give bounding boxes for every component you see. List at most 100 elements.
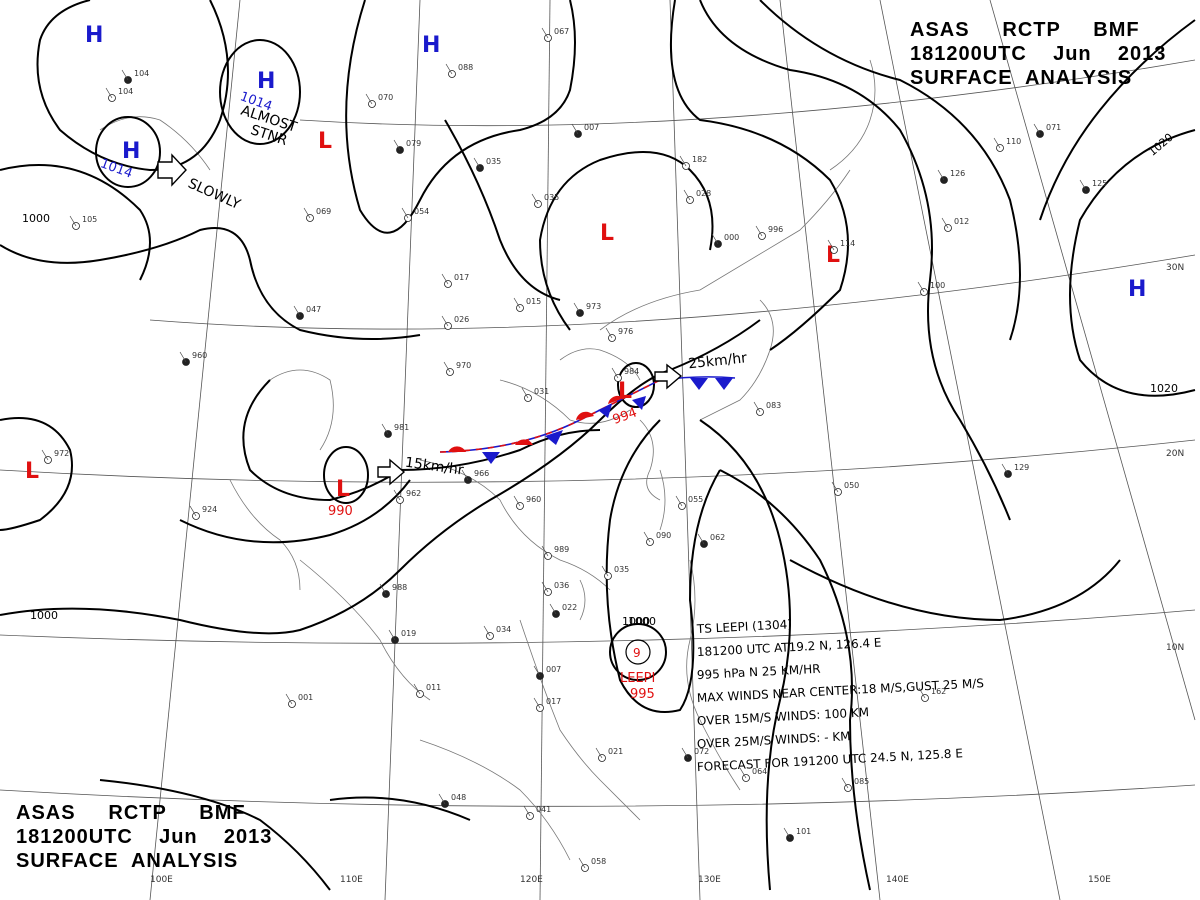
station-pressure: 114 (840, 239, 855, 248)
wind-barb (121, 69, 129, 81)
front (439, 371, 736, 464)
station-pressure: 015 (526, 297, 541, 306)
high-marker: H (257, 69, 275, 94)
wind-barb (438, 793, 446, 805)
wind-barb (1079, 179, 1087, 191)
station-pressure: 996 (768, 225, 783, 234)
header-line-3: SURFACE ANALYSIS (910, 67, 1133, 89)
wind-barb (388, 629, 396, 641)
wind-barb (293, 305, 301, 317)
header-code: BMF (199, 802, 246, 824)
motion-arrows (157, 153, 683, 486)
wind-barb (541, 545, 549, 557)
lat-label: 30N (1166, 263, 1184, 273)
header-year: 2013 (223, 826, 273, 848)
station-pressure: 034 (496, 625, 511, 634)
station-pressure: 001 (298, 693, 313, 702)
wind-barb (549, 603, 557, 615)
isobar-value: 1000 (22, 212, 50, 225)
station-pressure: 070 (378, 93, 393, 102)
wind-barb (605, 327, 613, 339)
wind-barb (753, 401, 761, 413)
wind-barb (739, 767, 747, 779)
station-pressure: 054 (414, 207, 429, 216)
low-marker: L (336, 477, 350, 502)
station-pressure: 031 (534, 387, 549, 396)
typhoon: 1000 9 LEEPI 995 (620, 615, 655, 702)
low-marker: L (600, 221, 614, 246)
typhoon-symbol: 9 (633, 646, 641, 660)
header-line-1: ASAS RCTP BMF (910, 18, 1166, 42)
lat-label: 10N (1166, 643, 1184, 653)
header-line-3: SURFACE ANALYSIS (16, 850, 239, 872)
wind-barb (413, 683, 421, 695)
station-pressure: 110 (1006, 137, 1021, 146)
wind-barb (941, 217, 949, 229)
station-pressure: 035 (614, 565, 629, 574)
station-pressure: 028 (696, 189, 711, 198)
lon-label: 140E (886, 875, 909, 885)
wind-barb (679, 155, 687, 167)
station-pressure: 079 (406, 139, 421, 148)
wind-barb (541, 27, 549, 39)
wind-barb (461, 469, 469, 481)
station-pressure: 966 (474, 469, 489, 478)
station-pressure: 083 (766, 401, 781, 410)
wind-barb (681, 747, 689, 759)
station-pressure: 960 (192, 351, 207, 360)
wind-barb (917, 281, 925, 293)
header-bottom-left: ASAS RCTP BMF 181200UTC Jun 2013 SURFACE… (16, 801, 272, 873)
station-pressure: 035 (486, 157, 501, 166)
wind-barb (189, 505, 197, 517)
station-pressure: 055 (688, 495, 703, 504)
wind-barb (285, 693, 293, 705)
wind-barb (521, 387, 529, 399)
header-line-2: 181200UTC Jun 2013 (910, 42, 1166, 66)
station-pressure: 069 (316, 207, 331, 216)
station-pressure: 007 (584, 123, 599, 132)
station-pressure: 162 (931, 687, 946, 696)
wind-barb (937, 169, 945, 181)
wind-barb (441, 315, 449, 327)
isobar-value: 1000 (628, 615, 656, 628)
station-pressure: 126 (950, 169, 965, 178)
station-pressure: 988 (392, 583, 407, 592)
header-station: RCTP (108, 802, 167, 824)
header-time: 181200UTC (910, 43, 1027, 65)
wind-barb (643, 531, 651, 543)
isobar-value: 1020 (1150, 382, 1178, 395)
station-pressure: 050 (844, 481, 859, 490)
station-pressure: 041 (536, 805, 551, 814)
station-pressure: 062 (710, 533, 725, 542)
wind-barb (578, 857, 586, 869)
wind-barb (513, 495, 521, 507)
station-pressure: 960 (526, 495, 541, 504)
station-pressure: 088 (458, 63, 473, 72)
station-pressure: 104 (134, 69, 149, 78)
wind-barb (483, 625, 491, 637)
typhoon-isobar-label: 1000 (622, 615, 650, 628)
station-pressure: 101 (796, 827, 811, 836)
wind-barb (105, 87, 113, 99)
station-pressure: 100 (930, 281, 945, 290)
station-pressure: 019 (401, 629, 416, 638)
wind-barb (41, 449, 49, 461)
header-region: ASAS (910, 19, 970, 41)
lon-label: 120E (520, 875, 543, 885)
header-top-right: ASAS RCTP BMF 181200UTC Jun 2013 SURFACE… (910, 18, 1166, 90)
wind-barb (365, 93, 373, 105)
high-marker: H (422, 33, 440, 58)
arrow-icon (654, 363, 683, 390)
header-station: RCTP (1002, 19, 1061, 41)
station-pressure: 125 (1092, 179, 1107, 188)
wind-barb (831, 481, 839, 493)
wind-barb (445, 63, 453, 75)
wind-barb (675, 495, 683, 507)
cold-front-triangles (482, 378, 733, 464)
station-pressure: 085 (854, 777, 869, 786)
wind-barb (303, 207, 311, 219)
wind-barb (573, 302, 581, 314)
station-pressure: 989 (554, 545, 569, 554)
